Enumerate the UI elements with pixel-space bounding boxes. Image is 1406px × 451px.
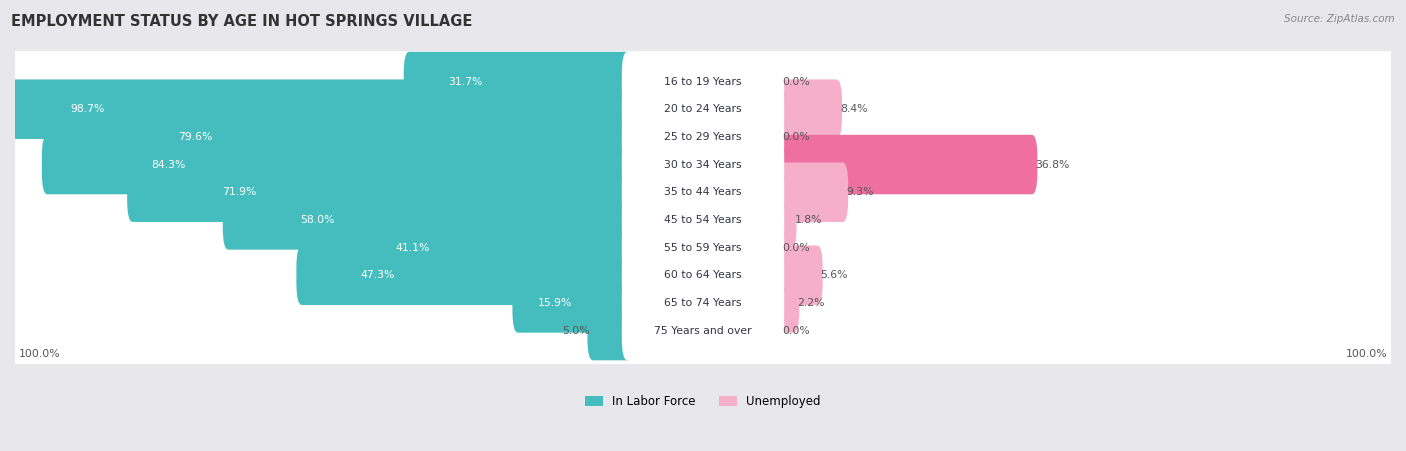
- Text: 0.0%: 0.0%: [782, 326, 810, 336]
- Text: 65 to 74 Years: 65 to 74 Years: [664, 298, 742, 308]
- Text: 36.8%: 36.8%: [1035, 160, 1070, 170]
- FancyBboxPatch shape: [11, 268, 1395, 337]
- Text: 100.0%: 100.0%: [1346, 349, 1388, 359]
- FancyBboxPatch shape: [11, 130, 1395, 199]
- FancyBboxPatch shape: [11, 47, 1395, 116]
- Text: 0.0%: 0.0%: [782, 77, 810, 87]
- Text: 9.3%: 9.3%: [846, 187, 873, 197]
- Text: 45 to 54 Years: 45 to 54 Years: [664, 215, 742, 225]
- Text: 20 to 24 Years: 20 to 24 Years: [664, 104, 742, 114]
- FancyBboxPatch shape: [11, 296, 1395, 365]
- FancyBboxPatch shape: [773, 135, 1038, 194]
- Text: 84.3%: 84.3%: [152, 160, 186, 170]
- FancyBboxPatch shape: [621, 135, 785, 194]
- Text: 58.0%: 58.0%: [299, 215, 335, 225]
- Text: 47.3%: 47.3%: [360, 270, 395, 280]
- Text: 0.0%: 0.0%: [782, 132, 810, 142]
- FancyBboxPatch shape: [512, 273, 633, 333]
- Text: 16 to 19 Years: 16 to 19 Years: [664, 77, 742, 87]
- Text: 30 to 34 Years: 30 to 34 Years: [664, 160, 742, 170]
- FancyBboxPatch shape: [588, 301, 633, 360]
- Text: 31.7%: 31.7%: [449, 77, 482, 87]
- Legend: In Labor Force, Unemployed: In Labor Force, Unemployed: [585, 395, 821, 408]
- FancyBboxPatch shape: [11, 185, 1395, 254]
- Text: 41.1%: 41.1%: [395, 243, 430, 253]
- Text: 79.6%: 79.6%: [179, 132, 212, 142]
- Text: 2.2%: 2.2%: [797, 298, 825, 308]
- Text: 55 to 59 Years: 55 to 59 Years: [664, 243, 742, 253]
- FancyBboxPatch shape: [621, 79, 785, 139]
- FancyBboxPatch shape: [773, 273, 800, 333]
- FancyBboxPatch shape: [621, 162, 785, 222]
- FancyBboxPatch shape: [339, 218, 633, 277]
- Text: 8.4%: 8.4%: [839, 104, 868, 114]
- FancyBboxPatch shape: [773, 79, 842, 139]
- FancyBboxPatch shape: [773, 162, 848, 222]
- FancyBboxPatch shape: [297, 245, 633, 305]
- FancyBboxPatch shape: [11, 74, 1395, 144]
- FancyBboxPatch shape: [621, 273, 785, 333]
- FancyBboxPatch shape: [773, 190, 797, 250]
- Text: 0.0%: 0.0%: [782, 243, 810, 253]
- FancyBboxPatch shape: [621, 301, 785, 360]
- FancyBboxPatch shape: [75, 107, 633, 166]
- FancyBboxPatch shape: [127, 162, 633, 222]
- FancyBboxPatch shape: [621, 190, 785, 250]
- Text: 1.8%: 1.8%: [794, 215, 823, 225]
- FancyBboxPatch shape: [621, 245, 785, 305]
- Text: 75 Years and over: 75 Years and over: [654, 326, 752, 336]
- Text: 60 to 64 Years: 60 to 64 Years: [664, 270, 742, 280]
- Text: 71.9%: 71.9%: [222, 187, 256, 197]
- FancyBboxPatch shape: [773, 245, 823, 305]
- FancyBboxPatch shape: [222, 190, 633, 250]
- Text: 25 to 29 Years: 25 to 29 Years: [664, 132, 742, 142]
- Text: Source: ZipAtlas.com: Source: ZipAtlas.com: [1284, 14, 1395, 23]
- Text: EMPLOYMENT STATUS BY AGE IN HOT SPRINGS VILLAGE: EMPLOYMENT STATUS BY AGE IN HOT SPRINGS …: [11, 14, 472, 28]
- FancyBboxPatch shape: [621, 107, 785, 166]
- FancyBboxPatch shape: [621, 52, 785, 111]
- Text: 5.6%: 5.6%: [821, 270, 848, 280]
- Text: 98.7%: 98.7%: [70, 104, 105, 114]
- FancyBboxPatch shape: [621, 218, 785, 277]
- FancyBboxPatch shape: [404, 52, 633, 111]
- Text: 5.0%: 5.0%: [562, 326, 589, 336]
- Text: 15.9%: 15.9%: [537, 298, 572, 308]
- Text: 35 to 44 Years: 35 to 44 Years: [664, 187, 742, 197]
- FancyBboxPatch shape: [11, 157, 1395, 227]
- FancyBboxPatch shape: [42, 135, 633, 194]
- FancyBboxPatch shape: [11, 102, 1395, 171]
- FancyBboxPatch shape: [0, 79, 633, 139]
- Text: 100.0%: 100.0%: [18, 349, 60, 359]
- FancyBboxPatch shape: [11, 241, 1395, 310]
- FancyBboxPatch shape: [11, 213, 1395, 282]
